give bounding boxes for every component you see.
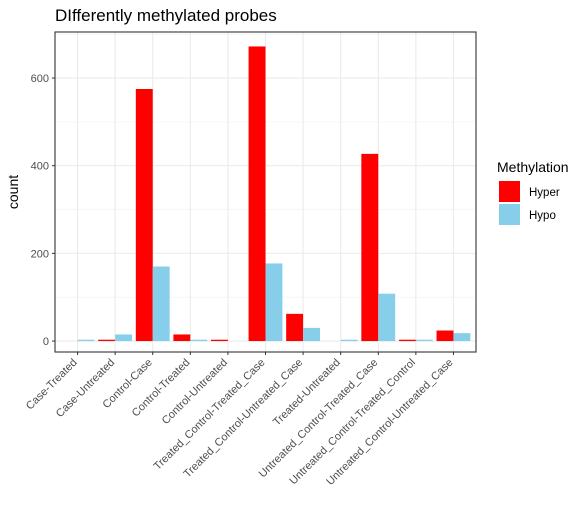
x-tick-label: Control-Untreated: [160, 357, 230, 427]
bar-hyper-4: [211, 340, 228, 341]
legend-key-hypo: [499, 204, 520, 225]
bar-hyper-8: [361, 154, 378, 341]
y-tick-label: 0: [43, 336, 49, 348]
bar-hypo-8: [378, 294, 395, 341]
legend-label-hyper: Hyper: [529, 187, 560, 199]
y-tick-label: 600: [31, 73, 49, 85]
bar-hypo-5: [266, 263, 283, 341]
y-axis-label: count: [5, 175, 21, 209]
legend-key-hyper: [499, 181, 520, 202]
x-tick-label: Treated-Untreated: [271, 357, 343, 429]
bar-hypo-2: [153, 267, 170, 342]
legend-label-hypo: Hypo: [529, 210, 556, 222]
bar-hypo-7: [341, 340, 358, 341]
bar-hypo-6: [303, 328, 320, 341]
bar-hypo-3: [190, 340, 207, 341]
y-axis: 0 200 400 600: [31, 73, 55, 348]
legend: Methylation Hyper Hypo: [497, 159, 569, 225]
bar-hyper-1: [98, 340, 115, 341]
y-tick-label: 400: [31, 161, 49, 173]
chart-title: DIfferently methylated probes: [55, 6, 277, 25]
y-tick-label: 200: [31, 248, 49, 260]
bar-hyper-9: [399, 340, 416, 341]
bar-hyper-10: [437, 331, 454, 342]
bar-hyper-2: [136, 89, 153, 341]
bar-hypo-9: [416, 340, 433, 341]
bar-hyper-3: [173, 334, 190, 341]
bar-hyper-6: [286, 314, 303, 341]
bar-hypo-10: [453, 333, 470, 341]
legend-title: Methylation: [497, 159, 569, 175]
bar-hyper-5: [249, 46, 266, 341]
x-axis: Case-TreatedCase-UntreatedControl-CaseCo…: [24, 352, 456, 488]
bar-hypo-0: [78, 340, 95, 341]
bar-hypo-1: [115, 334, 132, 341]
bars: [78, 46, 471, 341]
